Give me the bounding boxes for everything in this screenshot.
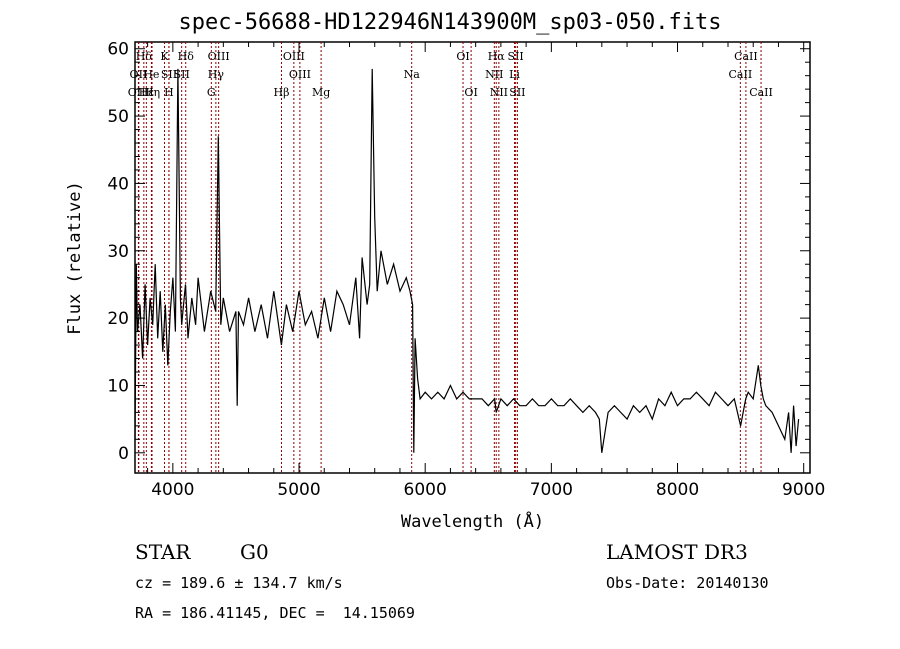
spectral-line-label: Hδ — [178, 50, 195, 63]
spectral-line-label: Mg — [312, 86, 330, 99]
plot-frame — [134, 41, 811, 474]
y-axis-label: Flux (relative) — [65, 181, 85, 335]
chart-title: spec-56688-HD122946N143900M_sp03-050.fit… — [178, 10, 722, 35]
spectral-line-label: He — [143, 68, 159, 81]
spectral-line-label: OIII — [128, 86, 150, 99]
spectral-line-label: CaII — [734, 50, 758, 63]
spectral-line-label: G — [207, 86, 216, 99]
spectrum-line — [134, 68, 800, 453]
spectral-line-label: K — [160, 50, 169, 63]
y-tick-label: 50 — [107, 107, 129, 127]
spectral-line-label: SII — [509, 86, 525, 99]
x-tick-label: 5000 — [277, 480, 320, 500]
spectral-line-label: Li — [509, 68, 520, 81]
spectral-line-label: Hα — [488, 50, 506, 63]
x-tick-label: 6000 — [404, 480, 447, 500]
spectral-line-label: OIII — [289, 68, 311, 81]
y-tick-label: 0 — [118, 444, 129, 464]
y-tick-label: 40 — [107, 174, 129, 194]
x-axis-label: Wavelength (Å) — [400, 512, 545, 532]
spectral-line-label: CaII — [749, 86, 773, 99]
x-tick-label: 7000 — [530, 480, 573, 500]
survey-name: LAMOST DR3 — [606, 540, 748, 564]
spectral-line-label: Hγ — [208, 68, 225, 81]
y-tick-label: 10 — [107, 376, 129, 396]
x-tick-label: 9000 — [782, 480, 825, 500]
spectral-line-label: NII — [485, 68, 503, 81]
spectral-line-label: SII — [174, 68, 190, 81]
x-tick-label: 8000 — [656, 480, 699, 500]
spectral-line-label: CaII — [729, 68, 753, 81]
y-tick-label: 20 — [107, 309, 129, 329]
obs-date-text: Obs-Date: 20140130 — [606, 574, 769, 592]
x-tick-label: 4000 — [151, 480, 194, 500]
coordinates-text: RA = 186.41145, DEC = 14.15069 — [135, 604, 415, 622]
object-subclass: G0 — [240, 540, 269, 564]
spectral-line-label: H — [164, 86, 174, 99]
spectral-line-label: Na — [404, 68, 421, 81]
spectral-line-label: NII — [490, 86, 508, 99]
spectral-line-label: SII — [508, 50, 524, 63]
object-class: STAR — [135, 540, 191, 564]
spectral-line-label: OIII — [208, 50, 230, 63]
spectral-line-label: OI — [456, 50, 469, 63]
spectral-line-label: OIII — [283, 50, 305, 63]
spectral-line-label: Hε — [139, 86, 155, 99]
y-tick-label: 60 — [107, 40, 129, 60]
redshift-text: cz = 189.6 ± 134.7 km/s — [135, 574, 343, 592]
spectral-line-label: Hβ — [274, 86, 290, 99]
y-tick-label: 30 — [107, 242, 129, 262]
spectral-line-label: Hη — [144, 86, 160, 99]
spectral-line-label: Hδ — [136, 50, 153, 63]
spectral-line-label: OI — [464, 86, 477, 99]
